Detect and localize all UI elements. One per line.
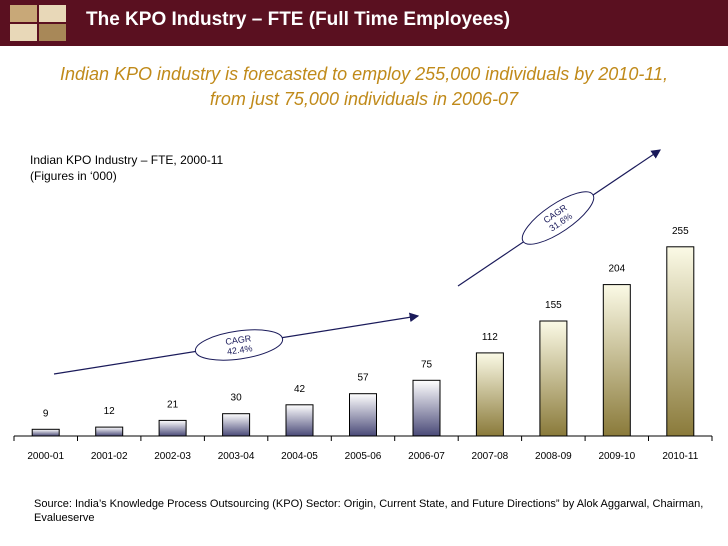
data-label-2002-03: 21 <box>167 399 179 410</box>
bar-2002-03 <box>158 419 187 437</box>
data-label-2001-02: 12 <box>104 406 116 417</box>
logo <box>10 5 68 41</box>
x-tick-2002-03: 2002-03 <box>154 451 191 462</box>
bar-2000-01 <box>31 428 60 437</box>
source-note: Source: India’s Knowledge Process Outsou… <box>34 498 704 524</box>
fte-bar-chart: 9 2000-01 12 2001-02 21 2002-03 30 2003-04 42 200… <box>13 149 713 462</box>
bar-2004-05 <box>285 404 314 437</box>
x-tick-2009-10: 2009-10 <box>598 451 635 462</box>
page-title: The KPO Industry – FTE (Full Time Employ… <box>86 9 511 30</box>
x-tick-2003-04: 2003-04 <box>218 451 255 462</box>
x-tick-2008-09: 2008-09 <box>535 451 572 462</box>
cagr-ellipse-1 <box>194 329 284 361</box>
x-tick-2005-06: 2005-06 <box>345 451 382 462</box>
data-label-2008-09: 155 <box>545 300 562 311</box>
x-tick-2004-05: 2004-05 <box>281 451 318 462</box>
data-label-2009-10: 204 <box>608 264 625 275</box>
data-label-2004-05: 42 <box>294 384 306 395</box>
bar-2007-08 <box>475 352 504 437</box>
bar-2006-07 <box>412 379 441 437</box>
data-label-2000-01: 9 <box>43 408 49 419</box>
chart-title-line-1: Indian KPO Industry – FTE, 2000-11 <box>30 153 224 167</box>
data-label-2006-07: 75 <box>421 359 433 370</box>
chart-title: Indian KPO Industry – FTE, 2000-11 (Figu… <box>30 152 223 184</box>
data-label-2003-04: 30 <box>231 393 243 404</box>
header-bar: The KPO Industry – FTE (Full Time Employ… <box>0 0 728 46</box>
subtitle-line-2: from just 75,000 individuals in 2006-07 <box>209 89 519 109</box>
cagr-label-1: CAGR42.4% <box>225 333 254 356</box>
subtitle: Indian KPO industry is forecasted to emp… <box>0 62 728 112</box>
bar-2008-09 <box>539 320 568 437</box>
cagr-ellipse-2 <box>521 191 595 245</box>
subtitle-line-1: Indian KPO industry is forecasted to emp… <box>59 64 669 84</box>
x-tick-2010-11: 2010-11 <box>662 451 698 462</box>
x-tick-2000-01: 2000-01 <box>27 451 64 462</box>
x-tick-2006-07: 2006-07 <box>408 451 445 462</box>
x-tick-2007-08: 2007-08 <box>472 451 509 462</box>
data-label-2010-11: 255 <box>672 226 689 237</box>
x-tick-2001-02: 2001-02 <box>91 451 128 462</box>
data-label-2007-08: 112 <box>482 332 498 343</box>
bar-2001-02 <box>95 426 124 437</box>
chart-title-line-2: (Figures in ‘000) <box>30 169 117 183</box>
data-label-2005-06: 57 <box>357 373 369 384</box>
bar-2005-06 <box>349 393 377 437</box>
bar-2009-10 <box>602 284 631 437</box>
bar-2010-11 <box>666 246 695 437</box>
bar-2003-04 <box>222 413 251 437</box>
